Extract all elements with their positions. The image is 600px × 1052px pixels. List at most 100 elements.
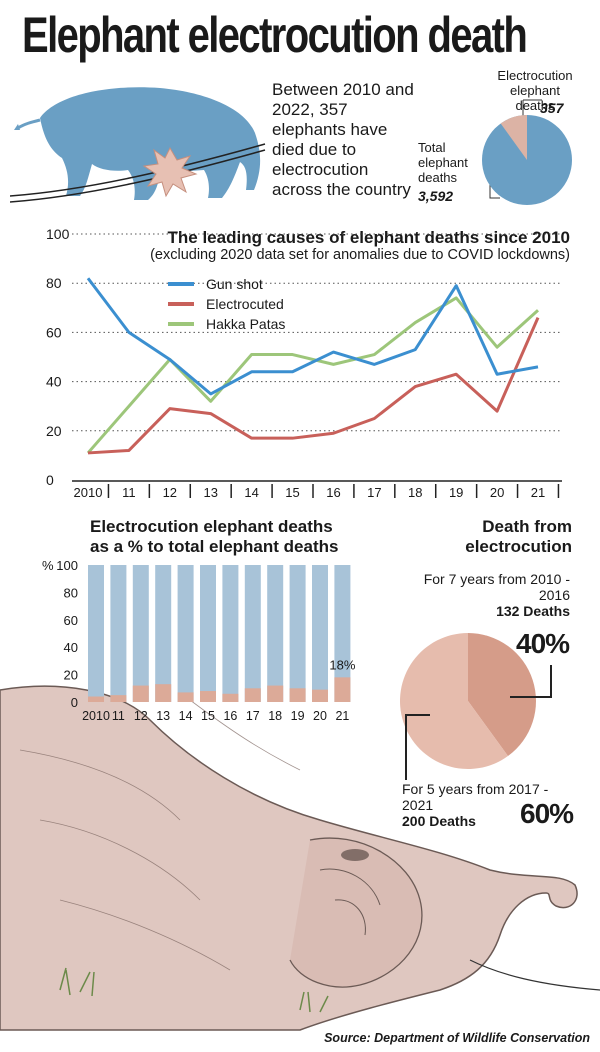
bar-y-tick-label: 100 xyxy=(56,558,78,573)
line-chart-title: The leading causes of elephant deaths si… xyxy=(167,228,570,247)
legend-item-gun-shot: Gun shot xyxy=(168,274,285,294)
bar-total-19 xyxy=(289,565,306,702)
bar-total-13 xyxy=(155,565,172,702)
bar-electro-11 xyxy=(110,695,127,702)
pie1-total-value: 3,592 xyxy=(418,188,454,204)
bar-total-20 xyxy=(312,565,328,702)
bar-y-axis-label: % xyxy=(42,558,54,573)
pie1-chart xyxy=(482,99,572,205)
legend-swatch-gun-shot xyxy=(168,282,194,286)
bar-total-14 xyxy=(177,565,194,702)
bar-total-15 xyxy=(200,565,216,702)
bar-electro-19 xyxy=(289,688,306,702)
bar-y-tick-label: 40 xyxy=(64,640,78,655)
bar-y-tick-label: 80 xyxy=(64,585,78,600)
legend-swatch-electrocuted xyxy=(168,302,194,306)
y-tick-label: 20 xyxy=(46,423,62,439)
source-note: Source: Department of Wildlife Conservat… xyxy=(324,1031,590,1045)
bar-y-tick-label: 0 xyxy=(71,695,78,710)
pie2-slice1-deaths: 132 Deaths xyxy=(496,603,570,619)
bar-total-11 xyxy=(110,565,127,702)
bar-x-tick-label: 16 xyxy=(223,709,237,723)
x-tick-label: 19 xyxy=(449,485,463,500)
x-tick-label: 20 xyxy=(490,485,504,500)
bar-x-tick-label: 11 xyxy=(112,709,125,723)
bar-electro-17 xyxy=(244,688,261,702)
x-tick-label: 12 xyxy=(163,485,177,500)
pie2-slice2-deaths: 200 Deaths xyxy=(402,813,476,829)
legend-label-gun-shot: Gun shot xyxy=(206,276,263,292)
bar-chart: 0 20 40 60 80 100% 2010 11 12 13 14 15 16 17 18 19 20 21 1… xyxy=(42,558,356,723)
x-tick-label: 21 xyxy=(531,485,545,500)
bar-x-tick-label: 20 xyxy=(313,709,327,723)
bar-y-tick-label: 20 xyxy=(64,668,78,683)
pie1-electro-value: 357 xyxy=(540,100,564,116)
pie1-total-label: Total elephant deaths xyxy=(418,140,468,185)
bar-total-17 xyxy=(244,565,261,702)
page-title: Elephant electrocution death xyxy=(22,7,528,63)
pie2-slice1-percent: 40% xyxy=(516,628,570,659)
pie2-slice-2 xyxy=(399,633,508,769)
line-chart: 0 20 40 60 80 100 2010 11 12 13 14 15 16 17 18 19 20 21 xyxy=(46,226,562,500)
bar-x-tick-label: 12 xyxy=(134,709,148,723)
series-line-hakka-patas xyxy=(86,296,540,454)
bar-electro-18 xyxy=(267,685,284,702)
pie2-slice2-caption: For 5 years from 2017 - 2021 200 Deaths xyxy=(402,781,552,829)
bar-x-tick-label: 15 xyxy=(201,709,215,723)
legend-item-electrocuted: Electrocuted xyxy=(168,294,285,314)
bar-total-21 xyxy=(334,565,351,702)
pie2-leader-top xyxy=(510,665,552,698)
bar-x-tick-label: 2010 xyxy=(82,709,110,723)
x-tick-label: 11 xyxy=(122,485,136,500)
line-chart-legend: Gun shot Electrocuted Hakka Patas xyxy=(168,274,285,334)
bar-electro-14 xyxy=(177,692,194,702)
bar-electro-16 xyxy=(222,693,239,702)
line-chart-subtitle: (excluding 2020 data set for anomalies d… xyxy=(150,247,570,263)
x-tick-label: 17 xyxy=(367,485,381,500)
series-line-electrocuted xyxy=(87,317,540,455)
bar-x-tick-label: 17 xyxy=(246,709,260,723)
pie1-slices xyxy=(482,115,572,205)
bar-electro-13 xyxy=(155,684,172,702)
x-tick-label: 15 xyxy=(285,485,299,500)
bar-electro-12 xyxy=(132,685,149,702)
pie2-title: Death from electrocution xyxy=(465,517,572,556)
pie2-slice2-percent: 60% xyxy=(520,798,574,829)
x-tick-label: 13 xyxy=(203,485,217,500)
y-tick-label: 80 xyxy=(46,275,62,291)
pie2-slice-1 xyxy=(468,633,536,757)
bar-x-tick-label: 21 xyxy=(335,709,349,723)
bar-x-tick-label: 14 xyxy=(179,709,193,723)
bar-x-tick-label: 19 xyxy=(291,709,305,723)
pie2-slice1-label: For 7 years from 2010 - 2016 xyxy=(423,571,570,603)
legend-label-electrocuted: Electrocuted xyxy=(206,296,284,312)
bar-chart-title: Electrocution elephant deaths as a % to … xyxy=(90,517,339,556)
pie2-leader-bottom xyxy=(405,714,430,780)
bar-electro-20 xyxy=(312,689,328,702)
bar-annotation-label: 18% xyxy=(329,657,355,672)
legend-label-hakka-patas: Hakka Patas xyxy=(206,316,286,332)
bar-electro-2010 xyxy=(88,696,104,702)
pie1-slice-electrocution xyxy=(500,115,527,160)
intro-text: Between 2010 and 2022, 357 elephants hav… xyxy=(272,80,414,199)
bar-total-12 xyxy=(132,565,149,702)
x-tick-label: 16 xyxy=(326,485,340,500)
bar-x-tick-label: 13 xyxy=(156,709,170,723)
bar-electro-21 xyxy=(334,677,351,702)
legend-swatch-hakka-patas xyxy=(168,322,194,326)
x-tick-label: 18 xyxy=(408,485,422,500)
x-tick-label: 2010 xyxy=(74,485,103,500)
bar-total-16 xyxy=(222,565,239,702)
pie1-electro-label: Electrocution elephant deaths xyxy=(497,68,573,113)
pie2-slice2-label: For 5 years from 2017 - 2021 xyxy=(402,781,549,813)
y-tick-label: 100 xyxy=(46,226,70,242)
y-tick-label: 40 xyxy=(46,374,62,390)
bar-total-18 xyxy=(267,565,284,702)
series-line-gun-shot xyxy=(86,277,539,396)
pie2-slice1-caption: For 7 years from 2010 - 2016 132 Deaths xyxy=(400,571,570,619)
electrocuted-elephant-illustration xyxy=(10,87,266,203)
bar-electro-15 xyxy=(200,691,216,702)
bar-x-tick-label: 18 xyxy=(268,709,282,723)
y-tick-label: 60 xyxy=(46,324,62,340)
